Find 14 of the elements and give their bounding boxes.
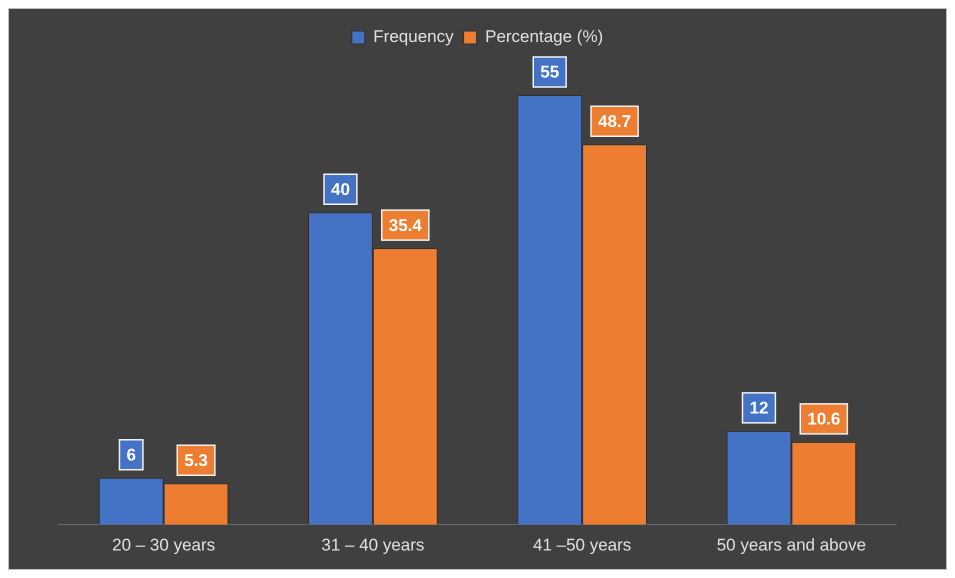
x-tick-label: 41 –50 years	[532, 535, 632, 554]
legend-label: Frequency	[373, 27, 454, 46]
x-tick-label: 20 – 30 years	[112, 535, 216, 554]
data-label: 6	[126, 445, 136, 464]
data-label: 40	[330, 180, 350, 199]
x-tick-label: 50 years and above	[716, 535, 866, 554]
x-tick-label: 31 – 40 years	[321, 535, 424, 554]
data-label: 35.4	[388, 216, 422, 235]
legend-label: Percentage (%)	[485, 27, 604, 46]
data-label: 12	[749, 398, 768, 418]
data-label: 48.7	[598, 112, 632, 131]
data-label: 55	[540, 62, 560, 82]
data-label: 5.3	[184, 450, 208, 470]
data-label: 10.6	[807, 410, 840, 428]
